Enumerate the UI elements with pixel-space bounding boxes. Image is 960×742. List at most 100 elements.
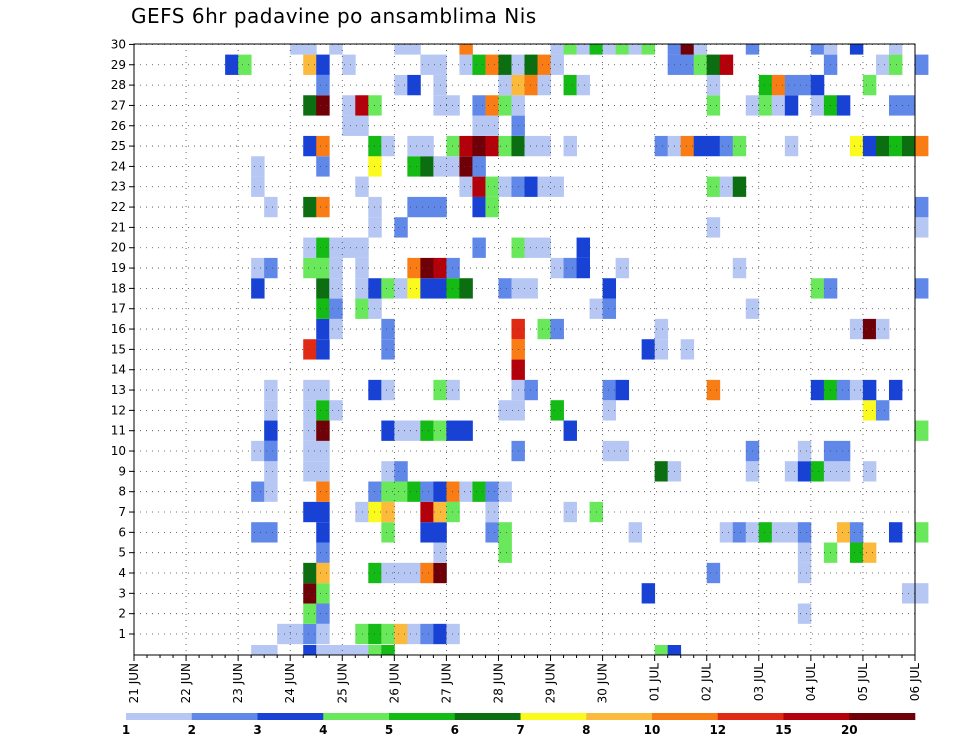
heatmap-cell xyxy=(576,74,590,96)
heatmap-cell xyxy=(355,623,369,645)
heatmap-cell xyxy=(485,135,499,157)
heatmap-cells xyxy=(225,44,929,655)
heatmap-cell xyxy=(407,562,421,584)
heatmap-cell xyxy=(381,278,395,299)
heatmap-cell xyxy=(706,176,721,197)
x-tick-label: 06 JUL xyxy=(908,663,922,701)
heatmap-cell xyxy=(797,461,812,482)
heatmap-cell xyxy=(329,278,343,299)
colorbar-label: 7 xyxy=(516,723,524,737)
heatmap-cell xyxy=(810,95,825,116)
heatmap-cell xyxy=(745,44,760,55)
heatmap-cell xyxy=(524,135,538,157)
heatmap-cell xyxy=(915,583,929,604)
heatmap-cell xyxy=(459,278,473,299)
heatmap-cell xyxy=(485,176,499,197)
heatmap-cell xyxy=(394,44,408,55)
heatmap-cell xyxy=(342,115,356,136)
colorbar-swatch xyxy=(454,713,521,720)
heatmap-cell xyxy=(888,522,903,543)
heatmap-cell xyxy=(407,135,421,157)
heatmap-cell xyxy=(420,501,434,523)
heatmap-cell xyxy=(316,74,330,96)
colorbar-swatch xyxy=(586,713,653,720)
heatmap-cell xyxy=(303,562,317,584)
heatmap-cell xyxy=(602,44,617,55)
heatmap-cell xyxy=(368,501,382,523)
x-tick-label: 01 JUL xyxy=(648,663,662,701)
heatmap-cell xyxy=(446,623,460,645)
heatmap-cell xyxy=(316,318,330,340)
colorbar-swatch xyxy=(126,713,193,720)
heatmap-cell xyxy=(537,135,551,157)
heatmap-cell xyxy=(667,44,682,55)
heatmap-cell xyxy=(563,501,577,523)
heatmap-cell xyxy=(485,95,499,116)
heatmap-cell xyxy=(784,95,799,116)
heatmap-cell xyxy=(615,379,630,401)
colorbar-swatch xyxy=(191,713,258,720)
heatmap-cell xyxy=(472,156,486,177)
heatmap-cell xyxy=(550,400,564,421)
heatmap-cell xyxy=(888,95,903,116)
heatmap-cell xyxy=(381,645,395,655)
heatmap-cell xyxy=(797,74,812,96)
y-tick-label: 12 xyxy=(111,403,126,417)
y-tick-label: 22 xyxy=(111,200,126,214)
heatmap-cell xyxy=(550,44,564,55)
x-tick-label: 25 JUN xyxy=(335,663,349,703)
heatmap-cell xyxy=(316,400,330,421)
heatmap-cell xyxy=(472,481,486,502)
heatmap-cell xyxy=(446,501,460,523)
y-tick-label: 29 xyxy=(111,58,126,72)
heatmap-cell xyxy=(563,135,577,157)
heatmap-cell xyxy=(381,379,395,401)
y-tick-label: 2 xyxy=(118,607,126,621)
heatmap-cell xyxy=(563,257,577,279)
heatmap-cell xyxy=(537,176,551,197)
heatmap-cell xyxy=(862,400,877,421)
heatmap-cell xyxy=(810,461,825,482)
heatmap-cell xyxy=(719,176,734,197)
heatmap-cell xyxy=(446,420,460,441)
heatmap-cell xyxy=(732,176,747,197)
heatmap-cell xyxy=(472,237,486,258)
heatmap-cell xyxy=(784,522,799,543)
y-tick-label: 16 xyxy=(111,322,126,336)
heatmap-cell xyxy=(407,278,421,299)
heatmap-cell xyxy=(316,522,330,543)
heatmap-cell xyxy=(407,44,421,55)
heatmap-cell xyxy=(303,583,317,604)
heatmap-cell xyxy=(732,257,747,279)
heatmap-cell xyxy=(459,420,473,441)
heatmap-cell xyxy=(394,217,408,238)
heatmap-cell xyxy=(537,318,551,340)
heatmap-cell xyxy=(706,74,721,96)
heatmap-cell xyxy=(251,481,265,502)
heatmap-cell xyxy=(446,481,460,502)
colorbar-label: 20 xyxy=(841,723,858,737)
heatmap-cell xyxy=(524,54,538,75)
colorbar-label: 3 xyxy=(253,723,261,737)
heatmap-cell xyxy=(680,339,695,360)
heatmap-cell xyxy=(550,318,564,340)
heatmap-cell xyxy=(225,54,239,75)
heatmap-cell xyxy=(524,237,538,258)
x-tick-label: 21 JUN xyxy=(127,663,141,703)
heatmap-cell xyxy=(563,420,577,441)
heatmap-cell xyxy=(485,196,499,218)
heatmap-cell xyxy=(303,339,317,360)
heatmap-cell xyxy=(836,522,851,543)
heatmap-cell xyxy=(446,257,460,279)
heatmap-cell xyxy=(446,95,460,116)
heatmap-cell xyxy=(888,54,903,75)
heatmap-cell xyxy=(368,196,382,218)
y-tick-label: 21 xyxy=(111,220,126,234)
heatmap-cell xyxy=(303,44,317,55)
heatmap-cell xyxy=(381,318,395,340)
y-axis: 1234567891011121314151617181920212223242… xyxy=(111,37,134,641)
y-tick-label: 7 xyxy=(118,505,126,519)
heatmap-cell xyxy=(264,440,278,462)
y-tick-label: 26 xyxy=(111,119,126,133)
heatmap-cell xyxy=(654,645,669,655)
